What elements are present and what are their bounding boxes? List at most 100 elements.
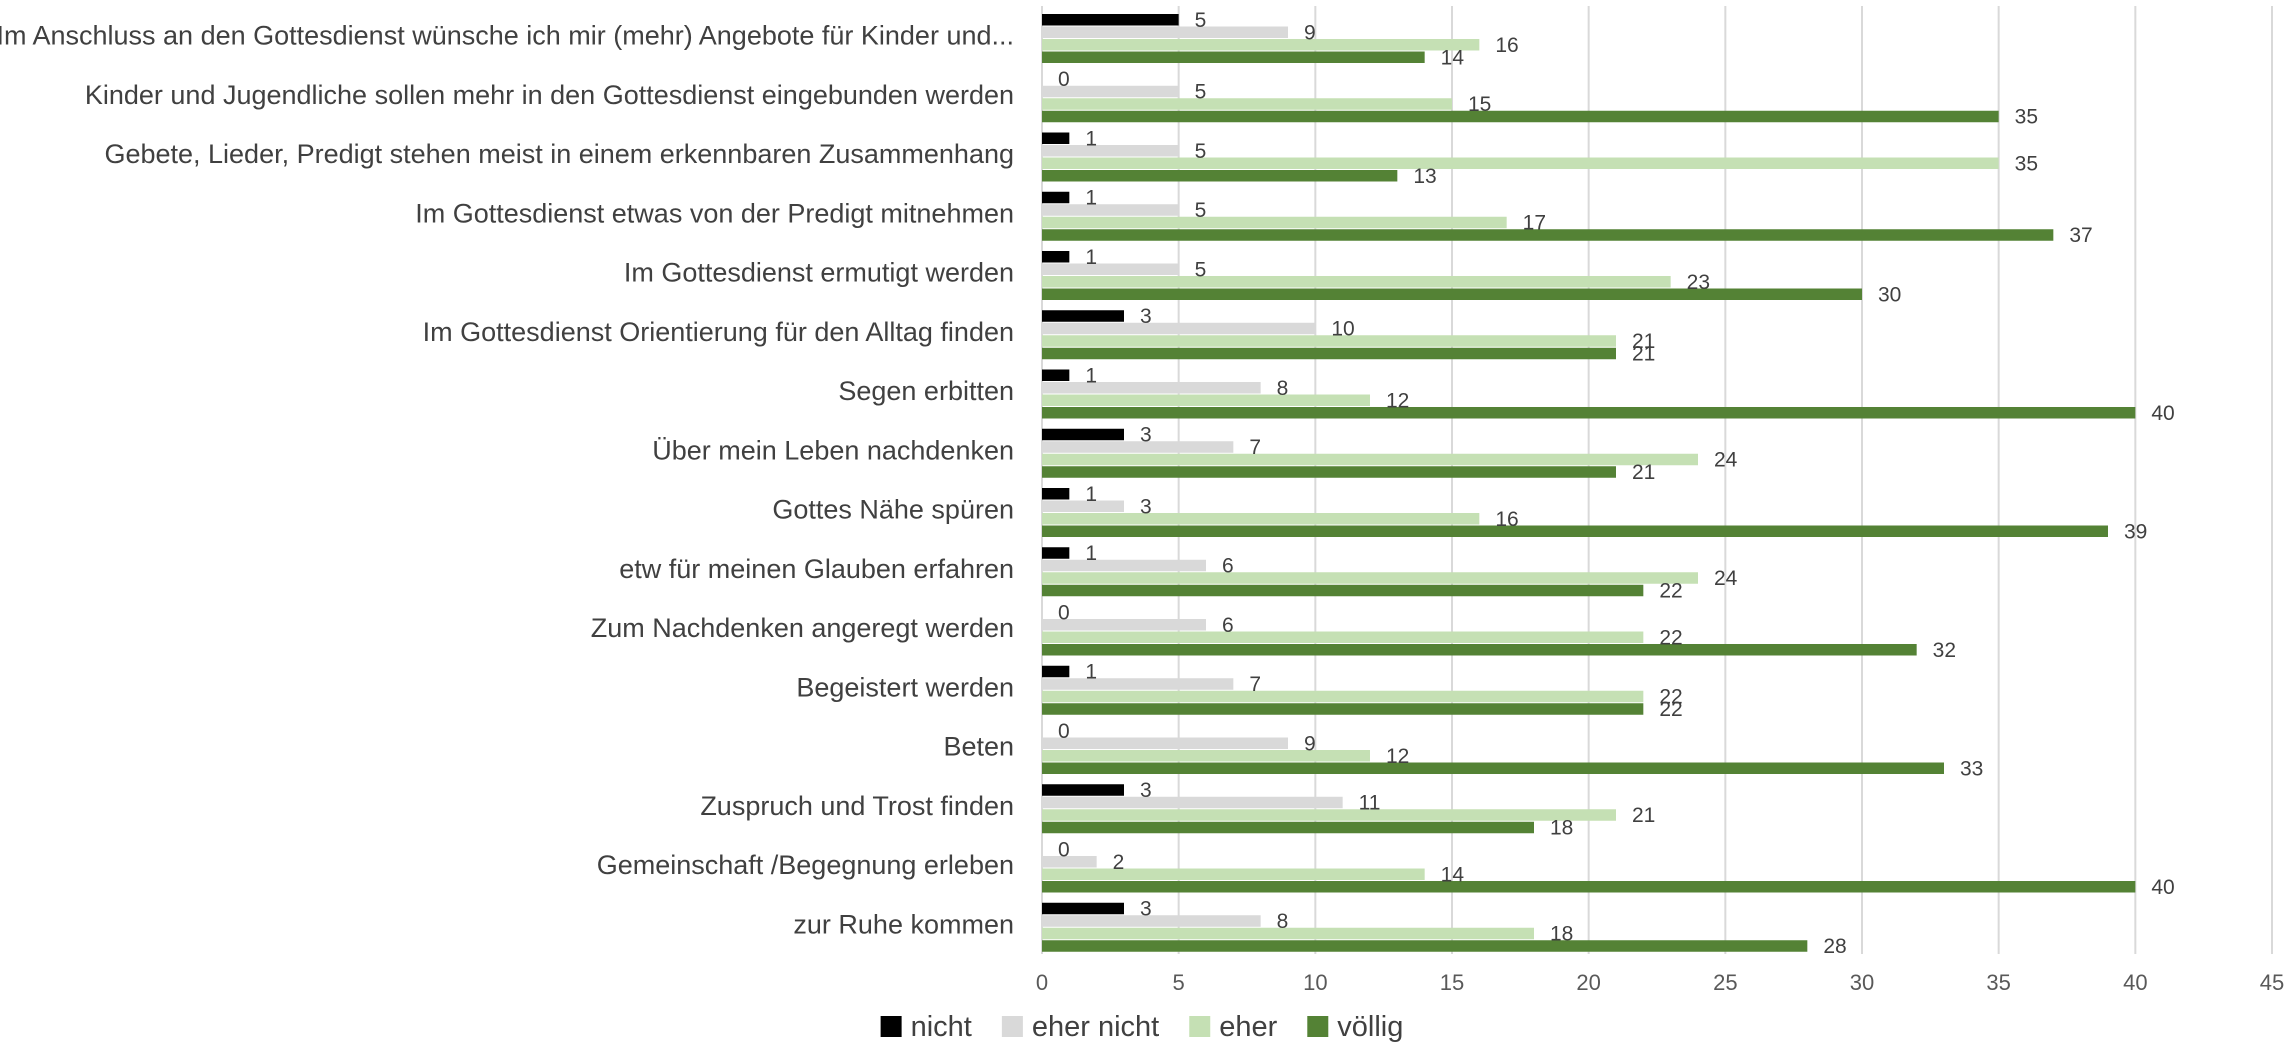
- category-label: zur Ruhe kommen: [793, 909, 1014, 939]
- legend-swatch-eher: [1189, 1016, 1211, 1037]
- bar-eher: [1042, 927, 1534, 940]
- bar-eher: [1042, 513, 1480, 525]
- category-label: Im Anschluss an den Gottesdienst wünsche…: [0, 21, 1014, 51]
- bar-eher-nicht: [1042, 856, 1097, 868]
- bar-völlig: [1042, 51, 1425, 63]
- data-label: 9: [1304, 732, 1316, 755]
- x-tick-label: 45: [2260, 970, 2284, 995]
- bar-völlig: [1042, 170, 1398, 182]
- data-label: 12: [1386, 389, 1409, 412]
- x-tick-label: 30: [1850, 970, 1874, 995]
- bar-eher: [1042, 157, 1999, 169]
- bar-eher: [1042, 750, 1370, 762]
- bar-nicht: [1042, 784, 1124, 796]
- legend-label: nicht: [911, 1011, 972, 1043]
- data-label: 39: [2124, 520, 2147, 543]
- bar-eher: [1042, 868, 1425, 880]
- legend-label: eher nicht: [1032, 1011, 1159, 1043]
- data-label: 0: [1058, 68, 1070, 91]
- category-labels: Im Anschluss an den Gottesdienst wünsche…: [0, 21, 1014, 940]
- data-label: 0: [1058, 720, 1070, 743]
- data-label: 40: [2151, 876, 2174, 899]
- data-label: 3: [1140, 305, 1152, 328]
- bar-völlig: [1042, 229, 2054, 241]
- data-label: 0: [1058, 838, 1070, 861]
- bar-eher-nicht: [1042, 915, 1261, 927]
- x-axis-ticks: 0 5 10 15 20 25 30 35 40 45: [1036, 970, 2284, 995]
- legend-swatch-völlig: [1307, 1016, 1329, 1037]
- data-label: 1: [1085, 542, 1097, 565]
- data-label: 12: [1386, 745, 1409, 768]
- data-label: 14: [1441, 863, 1465, 886]
- bar-eher-nicht: [1042, 263, 1179, 275]
- bar-eher: [1042, 39, 1480, 51]
- bar-völlig: [1042, 821, 1534, 834]
- data-label: 21: [1632, 461, 1655, 484]
- bar-völlig: [1042, 110, 1999, 123]
- data-label: 18: [1550, 817, 1573, 840]
- bar-eher-nicht: [1042, 500, 1124, 512]
- bar-eher-nicht: [1042, 678, 1234, 690]
- data-label: 5: [1195, 140, 1207, 163]
- data-label: 8: [1277, 377, 1289, 400]
- bar-eher: [1042, 335, 1616, 347]
- data-label: 21: [1632, 330, 1655, 353]
- bar-nicht: [1042, 428, 1124, 441]
- category-label: Zuspruch und Trost finden: [700, 791, 1014, 821]
- category-label: Im Gottesdienst ermutigt werden: [624, 258, 1014, 288]
- bar-eher: [1042, 631, 1644, 643]
- data-label: 5: [1195, 258, 1207, 281]
- bar-völlig: [1042, 288, 1862, 300]
- data-label: 30: [1878, 283, 1901, 306]
- data-label: 6: [1222, 555, 1234, 578]
- bar-eher: [1042, 690, 1644, 703]
- data-label: 18: [1550, 923, 1573, 946]
- data-label: 1: [1085, 246, 1097, 269]
- bar-nicht: [1042, 251, 1070, 263]
- bar-völlig: [1042, 584, 1644, 597]
- bar-nicht: [1042, 902, 1124, 915]
- bar-nicht: [1042, 132, 1070, 144]
- bar-eher-nicht: [1042, 382, 1261, 394]
- data-label: 1: [1085, 661, 1097, 684]
- data-label: 22: [1659, 626, 1682, 649]
- bar-eher-nicht: [1042, 26, 1288, 38]
- bar-völlig: [1042, 940, 1808, 952]
- data-label: 5: [1195, 9, 1207, 32]
- bar-völlig: [1042, 644, 1917, 656]
- bar-nicht: [1042, 488, 1070, 500]
- data-label: 37: [2069, 224, 2092, 247]
- legend-label: eher: [1219, 1011, 1277, 1043]
- bar-nicht: [1042, 547, 1070, 559]
- category-label: Kinder und Jugendliche sollen mehr in de…: [85, 80, 1014, 110]
- category-label: Im Gottesdienst Orientierung für den All…: [423, 317, 1014, 347]
- bar-nicht: [1042, 369, 1070, 381]
- data-label: 3: [1140, 779, 1152, 802]
- data-label: 14: [1441, 46, 1465, 69]
- data-label: 10: [1331, 318, 1354, 341]
- legend-swatch-nicht: [880, 1016, 902, 1037]
- data-label: 32: [1933, 639, 1956, 662]
- data-label: 8: [1277, 910, 1289, 933]
- bar-eher: [1042, 394, 1370, 406]
- data-label: 15: [1468, 93, 1491, 116]
- data-label: 3: [1140, 898, 1152, 921]
- bar-eher: [1042, 572, 1698, 584]
- data-label: 21: [1632, 343, 1655, 366]
- data-label: 9: [1304, 21, 1316, 44]
- data-label: 35: [2015, 152, 2038, 175]
- bar-eher: [1042, 276, 1671, 288]
- category-label: Segen erbitten: [838, 376, 1014, 406]
- data-label: 24: [1714, 449, 1738, 472]
- data-label: 17: [1523, 212, 1546, 235]
- data-label: 24: [1714, 567, 1738, 590]
- bar-eher-nicht: [1042, 145, 1179, 157]
- bar-nicht: [1042, 14, 1179, 26]
- x-tick-label: 10: [1303, 970, 1327, 995]
- bar-eher-nicht: [1042, 559, 1206, 572]
- category-label: Gottes Nähe spüren: [772, 495, 1014, 525]
- category-label: Zum Nachdenken angeregt werden: [591, 613, 1014, 643]
- data-label: 16: [1495, 34, 1518, 57]
- x-tick-label: 15: [1440, 970, 1464, 995]
